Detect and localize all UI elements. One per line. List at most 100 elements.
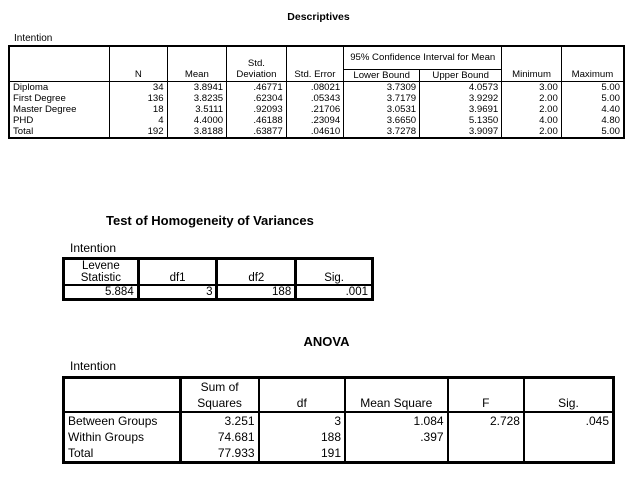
anova-variable-label: Intention	[70, 359, 117, 373]
anova-title: ANOVA	[303, 334, 350, 349]
cell-minimum: 2.00	[501, 125, 562, 138]
cell-minimum: 2.00	[501, 92, 562, 104]
homogeneity-title: Test of Homogeneity of Variances	[106, 213, 314, 228]
cell-upper-bound: 5.1350	[419, 114, 502, 126]
cell-upper-bound: 4.0573	[419, 81, 502, 93]
homogeneity-variable-label: Intention	[70, 241, 117, 255]
table-row: Diploma 34 3.8941 .46771 .08021 3.7309 4…	[9, 81, 624, 93]
cell-f	[446, 429, 524, 445]
row-label: Master Degree	[13, 103, 77, 115]
mean-square-header: Mean Square	[344, 395, 448, 412]
row-label: Total	[13, 125, 34, 137]
cell-upper-bound: 3.9097	[419, 125, 502, 138]
cell-minimum: 2.00	[501, 103, 562, 115]
cell-lower-bound: 3.7179	[343, 92, 420, 104]
table-row: 5.884 3 188 .001	[63, 284, 373, 300]
homogeneity-header-row-2: Statistic df1 df2 Sig.	[64, 272, 373, 285]
cell-mean-square: 1.084	[344, 411, 448, 429]
table-row: First Degree 136 3.8235 .62304 .05343 3.…	[9, 92, 624, 104]
col-header-std-error: Std. Error	[285, 69, 344, 82]
cell-mean-square	[344, 445, 448, 463]
cell-std-error: .05343	[285, 92, 344, 104]
cell-lower-bound: 3.7309	[343, 81, 420, 93]
cell-sum-of-squares: 3.251	[178, 411, 259, 429]
levene-header-bottom: Statistic	[80, 272, 121, 284]
row-label: Diploma	[13, 81, 49, 93]
cell-std-error: .21706	[285, 103, 344, 115]
descriptives-header-row-2: Std.	[9, 58, 624, 69]
cell-sig	[522, 429, 614, 445]
cell-n: 34	[109, 81, 168, 93]
cell-minimum: 4.00	[501, 114, 562, 126]
row-label: Within Groups	[68, 430, 145, 444]
cell-std-error: .04610	[285, 125, 344, 138]
cell-mean: 3.8941	[166, 81, 227, 93]
cell-std-deviation: .46188	[226, 114, 287, 126]
cell-n: 192	[109, 125, 168, 138]
cell-minimum: 3.00	[501, 81, 562, 93]
cell-lower-bound: 3.7278	[343, 125, 420, 138]
cell-std-error: .23094	[285, 114, 344, 126]
cell-mean: 3.8188	[166, 125, 227, 138]
row-label: Between Groups	[63, 411, 181, 429]
df1-header: df1	[136, 272, 217, 285]
cell-std-error: .08021	[285, 81, 344, 93]
descriptives-header-row-3: N Mean Deviation Std. Error Lower Bound …	[9, 68, 624, 82]
cell-n: 4	[109, 114, 168, 126]
std-deviation-header-top: Std.	[226, 58, 287, 69]
cell-upper-bound: 3.9292	[419, 92, 502, 104]
anova-header-row-2: Squares df Mean Square F Sig.	[64, 395, 614, 412]
col-header-maximum: Maximum	[560, 69, 624, 82]
cell-sig: .001	[294, 284, 373, 300]
sig-header: Sig.	[522, 395, 614, 412]
cell-maximum: 4.40	[560, 103, 624, 115]
col-header-minimum: Minimum	[501, 69, 562, 82]
cell-f	[446, 445, 524, 463]
row-label: Total	[68, 446, 94, 460]
col-header-upper-bound: Upper Bound	[419, 68, 502, 82]
cell-std-deviation: .63877	[226, 125, 287, 138]
homogeneity-table: Levene Statistic df1 df2 Sig. 5.884 3 18…	[62, 257, 374, 301]
levene-header-top: Levene	[81, 260, 120, 272]
descriptives-variable-label: Intention	[14, 33, 53, 44]
cell-f: 2.728	[446, 411, 524, 429]
cell-std-deviation: .62304	[226, 92, 287, 104]
cell-sig	[522, 445, 614, 463]
row-label: PHD	[13, 114, 34, 126]
df2-header: df2	[215, 272, 296, 285]
cell-mean: 3.5111	[166, 103, 227, 115]
cell-df: 191	[257, 445, 346, 463]
table-row: Within Groups 74.681 188 .397	[64, 429, 614, 445]
homogeneity-header-row-1: Levene	[64, 258, 373, 272]
cell-maximum: 4.80	[560, 114, 624, 126]
table-row: PHD 4 4.4000 .46188 .23094 3.6650 5.1350…	[9, 114, 624, 126]
cell-n: 136	[109, 92, 168, 104]
cell-maximum: 5.00	[560, 92, 624, 104]
df-header: df	[257, 395, 346, 412]
cell-sum-of-squares: 77.933	[178, 445, 259, 463]
cell-lower-bound: 3.0531	[343, 103, 420, 115]
cell-std-deviation: .92093	[226, 103, 287, 115]
sig-header: Sig.	[294, 272, 373, 285]
col-header-lower-bound: Lower Bound	[343, 68, 420, 82]
cell-sum-of-squares: 74.681	[178, 429, 259, 445]
cell-maximum: 5.00	[560, 125, 624, 138]
cell-upper-bound: 3.9691	[419, 103, 502, 115]
cell-levene-statistic: 5.884	[63, 284, 139, 300]
cell-mean: 4.4000	[166, 114, 227, 126]
descriptives-header-row-1: 95% Confidence Interval for Mean	[9, 46, 624, 69]
descriptives-title: Descriptives	[287, 11, 350, 23]
ss-header-top: Sum of	[178, 377, 259, 395]
cell-maximum: 5.00	[560, 81, 624, 93]
cell-mean: 3.8235	[166, 92, 227, 104]
std-deviation-header-bottom: Deviation	[226, 69, 287, 82]
table-row: Between Groups 3.251 3 1.084 2.728 .045	[63, 411, 614, 429]
cell-lower-bound: 3.6650	[343, 114, 420, 126]
col-header-n: N	[109, 69, 168, 82]
cell-df1: 3	[136, 284, 217, 300]
cell-mean-square: .397	[344, 429, 448, 445]
col-header-mean: Mean	[166, 69, 227, 82]
cell-sig: .045	[522, 411, 614, 429]
row-label: First Degree	[13, 92, 66, 104]
table-row: Master Degree 18 3.5111 .92093 .21706 3.…	[9, 103, 624, 115]
